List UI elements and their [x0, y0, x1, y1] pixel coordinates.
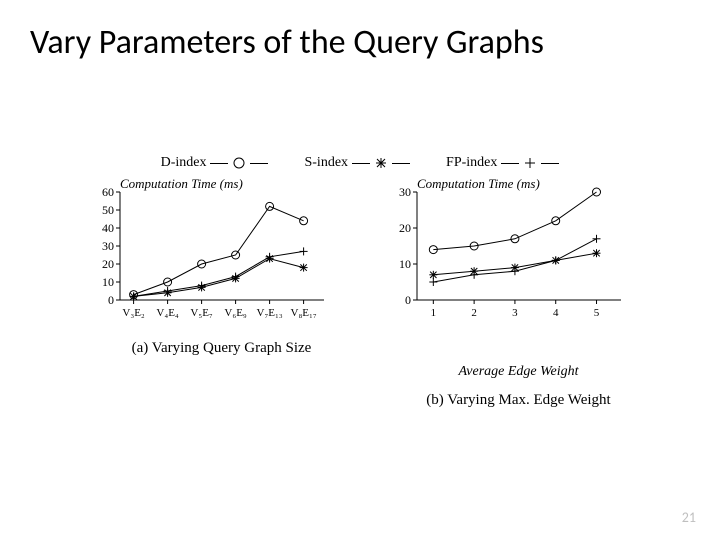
legend-item-s-index: S-index — [304, 155, 410, 171]
legend-item-d-index: D-index — [161, 155, 269, 171]
legend-line — [501, 163, 519, 164]
svg-text:50: 50 — [102, 203, 114, 217]
legend-line — [541, 163, 559, 164]
chart-a-svg: 0 10 20 30 40 50 60 V₃E₂ V₄E₄ V₅E₇ V₆E₉ V₇E₁₃ V₈E₁₇ — [90, 178, 350, 348]
svg-text:V₈E₁₇: V₈E₁₇ — [291, 307, 317, 319]
legend-line — [392, 163, 410, 164]
legend-label: D-index — [161, 155, 207, 171]
legend-label: FP-index — [446, 155, 497, 171]
circle-icon — [232, 156, 246, 170]
svg-text:20: 20 — [102, 257, 114, 271]
legend-label: S-index — [304, 155, 348, 171]
charts-row: Computation Time (ms) 0102030405060V₃E₂V… — [90, 178, 650, 409]
svg-text:V₅E₇: V₅E₇ — [190, 307, 212, 319]
svg-text:V₇E₁₃: V₇E₁₃ — [257, 307, 283, 319]
svg-text:V₄E₄: V₄E₄ — [156, 307, 178, 319]
svg-text:V₃E₂: V₃E₂ — [122, 307, 144, 319]
svg-text:4: 4 — [553, 307, 559, 319]
chart-b-caption: (b) Varying Max. Edge Weight — [387, 392, 650, 409]
chart-a-ylabel: Computation Time (ms) — [120, 176, 243, 192]
chart-b-ylabel: Computation Time (ms) — [417, 176, 540, 192]
svg-text:40: 40 — [102, 221, 114, 235]
svg-text:0: 0 — [405, 293, 411, 307]
svg-text:1: 1 — [431, 307, 437, 319]
svg-text:3: 3 — [512, 307, 518, 319]
legend-line — [210, 163, 228, 164]
svg-text:0: 0 — [108, 293, 114, 307]
chart-a: Computation Time (ms) 0 10 20 30 40 50 60 V₃E₂ V… — [90, 178, 353, 409]
svg-text:10: 10 — [102, 275, 114, 289]
star-icon — [374, 156, 388, 170]
legend-line — [250, 163, 268, 164]
svg-text:20: 20 — [399, 221, 411, 235]
slide-title: Vary Parameters of the Query Graphs — [30, 22, 690, 63]
plus-icon — [523, 156, 537, 170]
svg-text:2: 2 — [471, 307, 477, 319]
chart-b-svg: 0 10 20 30 1 2 3 4 5 — [387, 178, 647, 348]
svg-text:30: 30 — [102, 239, 114, 253]
legend-line — [352, 163, 370, 164]
svg-text:V₆E₉: V₆E₉ — [224, 307, 246, 319]
legend-item-fp-index: FP-index — [446, 155, 559, 171]
svg-text:10: 10 — [399, 257, 411, 271]
chart-b-xlabel: Average Edge Weight — [387, 364, 650, 380]
chart-b: Computation Time (ms) 0 10 20 30 1 2 3 4 5 Avera… — [387, 178, 650, 409]
svg-text:30: 30 — [399, 185, 411, 199]
legend: D-index S-index FP-index — [0, 155, 720, 171]
svg-text:60: 60 — [102, 185, 114, 199]
svg-text:5: 5 — [594, 307, 600, 319]
page-number: 21 — [682, 509, 696, 526]
